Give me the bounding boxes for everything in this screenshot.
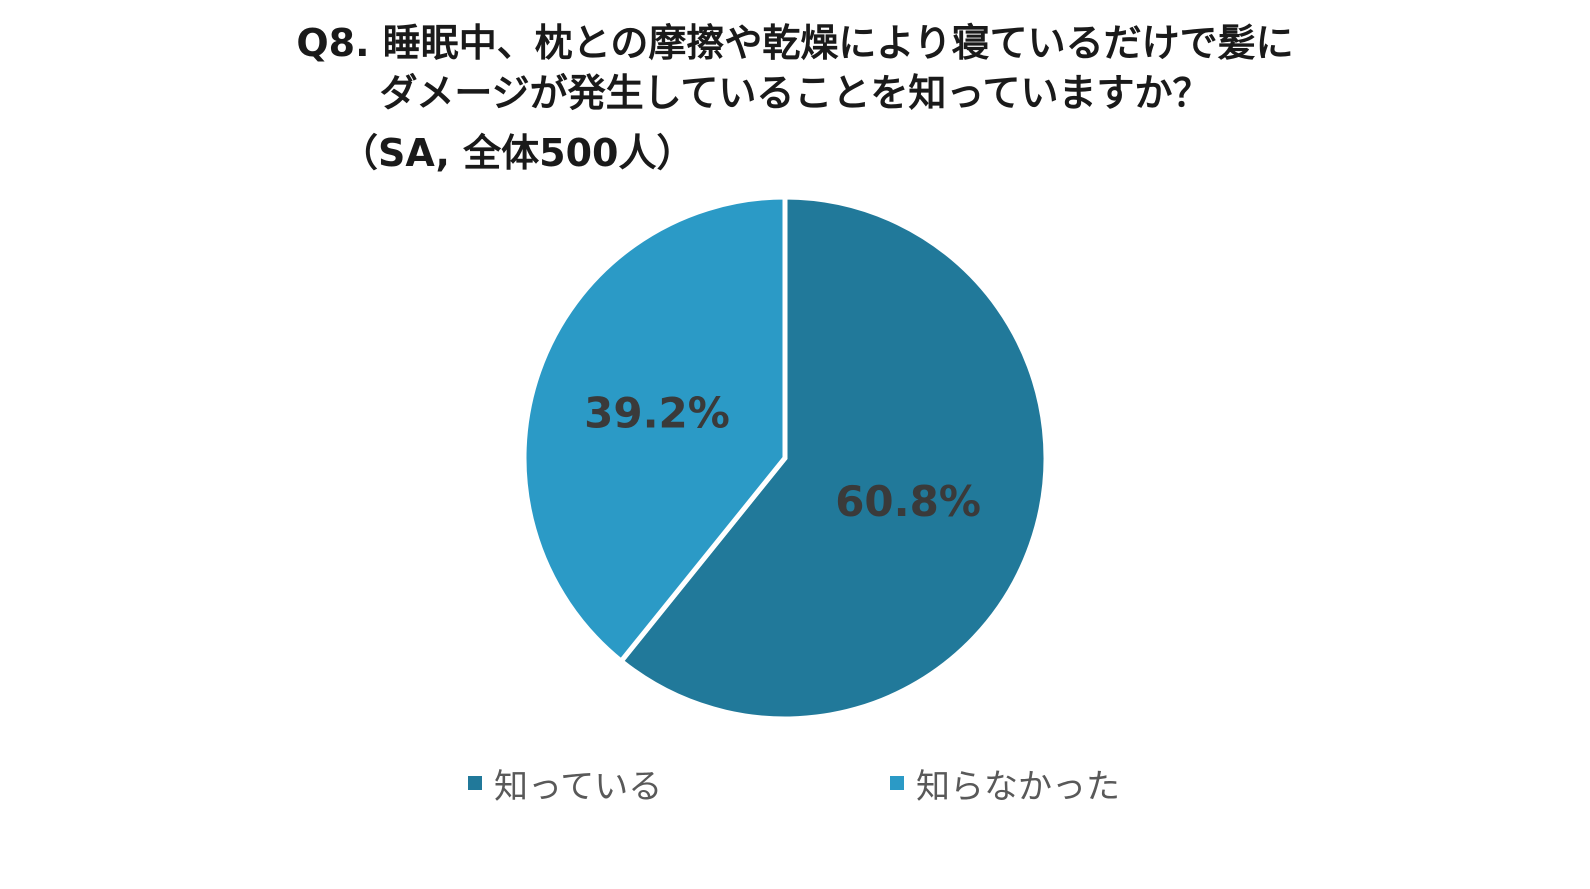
pie-slice-label-1: 60.8% (835, 477, 981, 526)
legend-label-known: 知っている (494, 766, 663, 807)
chart-title-line-1: Q8. 睡眠中、枕との摩擦や乾燥により寝ているだけで髪に (296, 21, 1294, 65)
legend: 知っている 知らなかった (0, 758, 1590, 808)
legend-label-unknown: 知らなかった (916, 766, 1120, 807)
chart-title: Q8. 睡眠中、枕との摩擦や乾燥により寝ているだけで髪に ダメージが発生している… (0, 18, 1590, 118)
pie-slice-1 (617, 194, 1049, 722)
legend-swatch-unknown (890, 776, 904, 790)
chart-title-line-2: ダメージが発生していることを知っていますか？ (379, 71, 1211, 115)
chart-subtitle: （SA, 全体500人） (340, 131, 695, 175)
legend-swatch-known (468, 776, 482, 790)
pie-slice-label-2: 39.2% (584, 388, 730, 437)
legend-item-unknown: 知らなかった (890, 758, 1120, 808)
legend-item-known: 知っている (468, 758, 662, 808)
pie-slice-2 (521, 194, 788, 665)
